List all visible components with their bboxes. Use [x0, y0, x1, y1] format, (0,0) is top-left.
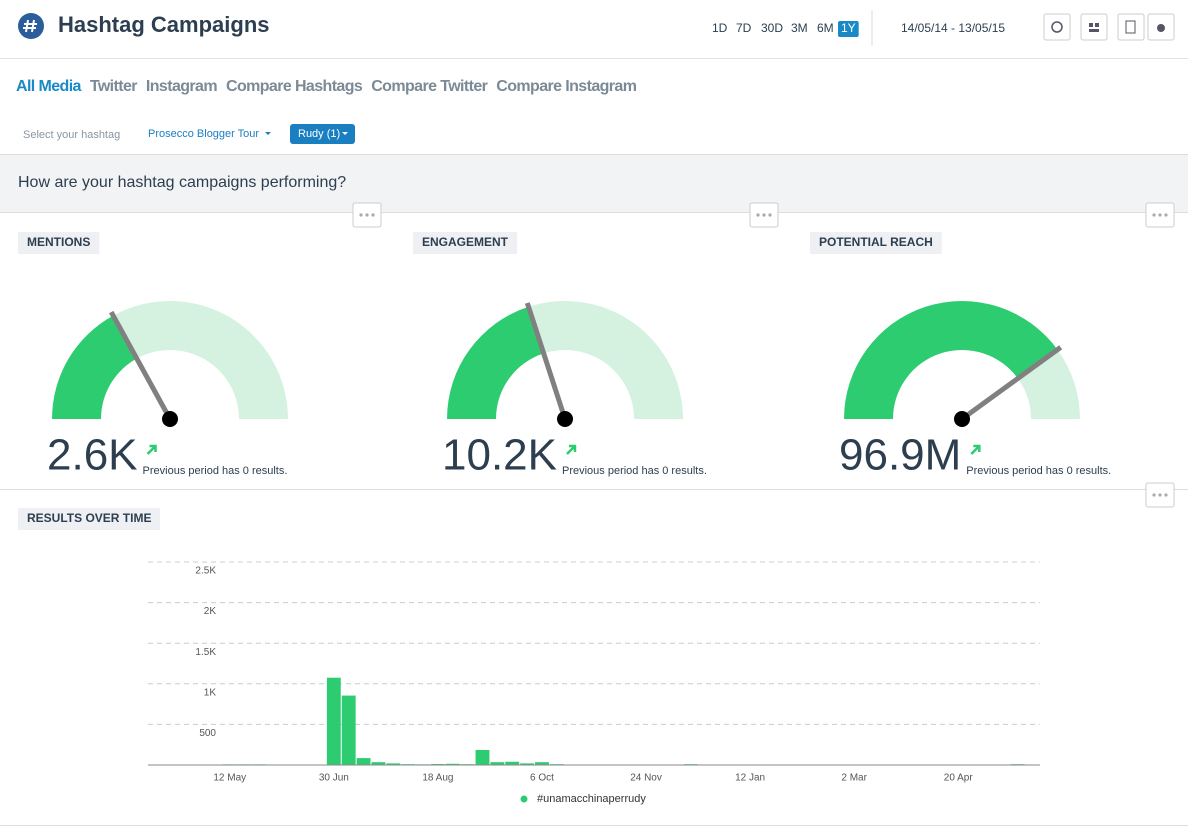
more-dot	[1152, 493, 1156, 497]
gauge-track	[113, 301, 289, 419]
logo-icon	[23, 19, 37, 33]
x-tick-label: 18 Aug	[422, 773, 453, 784]
bar	[356, 758, 371, 765]
y-tick-label: 1K	[204, 687, 217, 698]
gauge-fill	[52, 315, 137, 419]
more-dot	[768, 213, 772, 217]
caret	[342, 132, 348, 135]
gauge-note: Previous period has 0 results.	[143, 465, 288, 477]
gauge-needle	[960, 345, 1063, 422]
bar	[490, 762, 505, 765]
gauge-title-chip	[18, 232, 100, 254]
more-dot	[1152, 213, 1156, 217]
range-button[interactable]: 3M	[791, 21, 808, 35]
trend-arrow	[146, 444, 157, 455]
gauge-note: Previous period has 0 results.	[562, 465, 707, 477]
tab[interactable]: Instagram	[146, 78, 218, 95]
chart-title: RESULTS OVER TIME	[27, 511, 151, 525]
more-dot	[371, 213, 375, 217]
section-title: How are your hashtag campaigns performin…	[18, 174, 346, 191]
filter-label: Select your hashtag	[23, 129, 120, 141]
toolbar-icons	[1051, 20, 1165, 34]
legend-label[interactable]: #unamacchinaperrudy	[537, 793, 646, 805]
page-title: Hashtag Campaigns	[58, 12, 270, 37]
gauge-title: ENGAGEMENT	[422, 235, 509, 249]
more-dot	[756, 213, 760, 217]
gauge-title-chip	[413, 232, 518, 254]
report-button[interactable]	[1117, 13, 1145, 41]
range-button[interactable]: 1D	[712, 21, 728, 35]
y-tick-label: 1.5K	[195, 647, 216, 658]
logo	[18, 13, 44, 39]
more-dot	[762, 213, 766, 217]
more-dot	[359, 213, 363, 217]
bar	[326, 677, 341, 765]
gauge-hub	[954, 411, 970, 427]
bar	[386, 763, 401, 765]
x-tick-label: 12 May	[213, 773, 246, 784]
more-dot	[1158, 493, 1162, 497]
gauge-track	[528, 301, 683, 419]
x-tick-label: 24 Nov	[630, 773, 662, 784]
bar	[520, 763, 535, 765]
bar	[445, 763, 460, 765]
gauge-fill	[447, 306, 544, 419]
bar	[341, 695, 356, 765]
gauge-value: 2.6K	[47, 431, 138, 480]
gauge-value: 96.9M	[839, 431, 961, 480]
gauge-needle	[109, 310, 173, 421]
range-button[interactable]: 7D	[736, 21, 752, 35]
more-dot	[1158, 213, 1162, 217]
trend-arrow	[970, 444, 981, 455]
section-band	[0, 154, 1188, 212]
gauge-note: Previous period has 0 results.	[966, 465, 1111, 477]
tab[interactable]: Compare Hashtags	[226, 78, 364, 95]
bar	[535, 762, 549, 765]
tab[interactable]: Compare Instagram	[496, 78, 637, 95]
gauge-value: 10.2K	[442, 431, 557, 480]
y-tick-label: 500	[199, 728, 216, 739]
add-widget-button[interactable]	[1080, 13, 1108, 41]
gauge-title: POTENTIAL REACH	[819, 235, 933, 249]
gauge-needle	[524, 302, 568, 420]
range-button[interactable]: 6M	[817, 21, 834, 35]
bar	[475, 749, 490, 765]
tab[interactable]: Compare Twitter	[371, 78, 488, 95]
gauge-title-chip	[810, 232, 942, 254]
caret	[265, 132, 271, 135]
more-dot	[365, 213, 369, 217]
range-active	[838, 21, 859, 37]
toolbar	[1043, 13, 1175, 41]
tab[interactable]: All Media	[16, 78, 82, 95]
x-tick-label: 6 Oct	[530, 773, 554, 784]
selection-text: Rudy (1)	[298, 128, 340, 140]
x-tick-label: 12 Jan	[735, 773, 765, 784]
gauge-hub	[557, 411, 573, 427]
range-button[interactable]: 1Y	[841, 21, 856, 35]
more-dot	[1164, 213, 1168, 217]
gauge-title: MENTIONS	[27, 235, 90, 249]
more-dot	[1164, 493, 1168, 497]
selection-chip[interactable]	[290, 124, 355, 144]
chart-title-chip	[18, 508, 160, 530]
refresh-button[interactable]	[1043, 13, 1071, 41]
x-tick-label: 30 Jun	[319, 773, 349, 784]
gauge-fill	[844, 301, 1058, 419]
range-button[interactable]: 30D	[761, 21, 783, 35]
trend-arrow	[566, 444, 577, 455]
tab[interactable]: Twitter	[90, 78, 138, 95]
x-tick-label: 2 Mar	[841, 773, 867, 784]
gauge-hub	[162, 411, 178, 427]
gauge-track	[1017, 349, 1080, 419]
y-tick-label: 2K	[204, 606, 217, 617]
campaign-dropdown[interactable]: Prosecco Blogger Tour	[148, 128, 259, 140]
bar	[505, 761, 520, 765]
legend-marker	[520, 795, 528, 803]
x-tick-label: 20 Apr	[944, 773, 974, 784]
bar	[371, 762, 386, 765]
y-tick-label: 2.5K	[195, 566, 216, 577]
date-range[interactable]: 14/05/14 - 13/05/15	[901, 21, 1005, 35]
